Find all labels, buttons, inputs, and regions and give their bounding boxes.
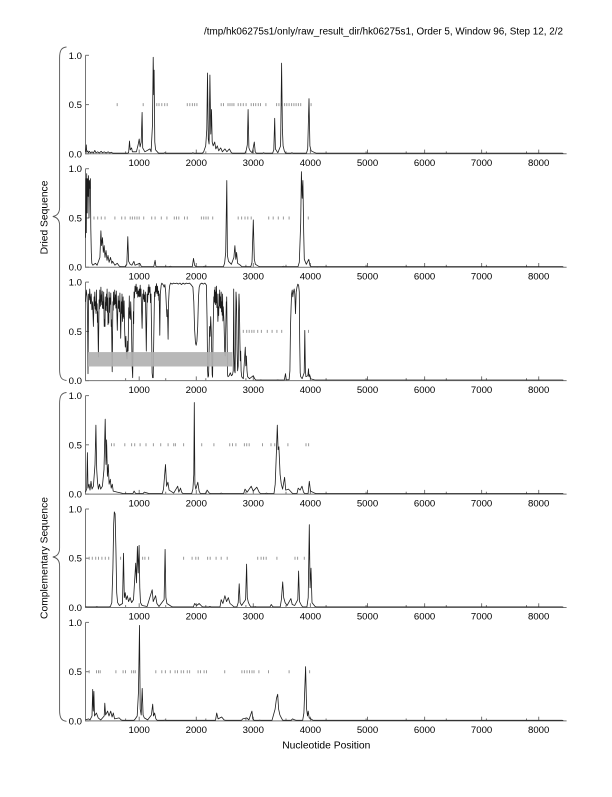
svg-text:6000: 6000 bbox=[414, 271, 435, 282]
svg-text:8000: 8000 bbox=[528, 385, 549, 396]
svg-text:7000: 7000 bbox=[471, 612, 492, 623]
svg-text:2000: 2000 bbox=[186, 612, 207, 623]
svg-text:1.0: 1.0 bbox=[69, 618, 82, 629]
svg-text:5000: 5000 bbox=[357, 158, 378, 169]
svg-text:1000: 1000 bbox=[129, 498, 150, 509]
svg-text:3000: 3000 bbox=[243, 725, 264, 736]
svg-text:5000: 5000 bbox=[357, 498, 378, 509]
svg-text:3000: 3000 bbox=[243, 498, 264, 509]
svg-text:1000: 1000 bbox=[129, 725, 150, 736]
svg-text:8000: 8000 bbox=[528, 725, 549, 736]
svg-text:6000: 6000 bbox=[414, 158, 435, 169]
svg-text:0.0: 0.0 bbox=[69, 149, 82, 160]
svg-text:7000: 7000 bbox=[471, 498, 492, 509]
svg-text:2000: 2000 bbox=[186, 498, 207, 509]
svg-text:6000: 6000 bbox=[414, 612, 435, 623]
svg-text:Complementary Sequence: Complementary Sequence bbox=[39, 497, 50, 619]
svg-text:0.5: 0.5 bbox=[69, 667, 82, 678]
svg-text:1.0: 1.0 bbox=[69, 505, 82, 516]
svg-text:8000: 8000 bbox=[528, 498, 549, 509]
svg-text:6000: 6000 bbox=[414, 385, 435, 396]
svg-text:2000: 2000 bbox=[186, 271, 207, 282]
svg-text:1000: 1000 bbox=[129, 385, 150, 396]
svg-text:6000: 6000 bbox=[414, 725, 435, 736]
svg-text:0.5: 0.5 bbox=[69, 327, 82, 338]
svg-text:1.0: 1.0 bbox=[69, 391, 82, 402]
svg-text:/tmp/hk06275s1/only/raw_result: /tmp/hk06275s1/only/raw_result_dir/hk062… bbox=[204, 27, 563, 38]
svg-text:1000: 1000 bbox=[129, 158, 150, 169]
svg-text:7000: 7000 bbox=[471, 385, 492, 396]
svg-text:4000: 4000 bbox=[300, 271, 321, 282]
svg-text:3000: 3000 bbox=[243, 271, 264, 282]
svg-text:8000: 8000 bbox=[528, 158, 549, 169]
svg-text:0.0: 0.0 bbox=[69, 376, 82, 387]
svg-text:2000: 2000 bbox=[186, 385, 207, 396]
svg-text:0.0: 0.0 bbox=[69, 603, 82, 614]
svg-text:1.0: 1.0 bbox=[69, 51, 82, 62]
svg-text:1.0: 1.0 bbox=[69, 278, 82, 289]
svg-text:0.0: 0.0 bbox=[69, 490, 82, 501]
svg-text:6000: 6000 bbox=[414, 498, 435, 509]
svg-text:1000: 1000 bbox=[129, 271, 150, 282]
svg-text:4000: 4000 bbox=[300, 725, 321, 736]
svg-text:0.0: 0.0 bbox=[69, 716, 82, 727]
svg-text:0.5: 0.5 bbox=[69, 440, 82, 451]
svg-text:0.5: 0.5 bbox=[69, 214, 82, 225]
svg-text:1.0: 1.0 bbox=[69, 164, 82, 175]
svg-text:5000: 5000 bbox=[357, 271, 378, 282]
svg-text:4000: 4000 bbox=[300, 498, 321, 509]
svg-text:8000: 8000 bbox=[528, 271, 549, 282]
svg-text:Dried Sequence: Dried Sequence bbox=[39, 180, 50, 254]
svg-text:0.5: 0.5 bbox=[69, 100, 82, 111]
svg-text:0.0: 0.0 bbox=[69, 263, 82, 274]
svg-text:5000: 5000 bbox=[357, 385, 378, 396]
svg-text:5000: 5000 bbox=[357, 725, 378, 736]
svg-text:0.5: 0.5 bbox=[69, 554, 82, 565]
svg-text:7000: 7000 bbox=[471, 725, 492, 736]
svg-text:2000: 2000 bbox=[186, 158, 207, 169]
svg-text:4000: 4000 bbox=[300, 612, 321, 623]
svg-text:8000: 8000 bbox=[528, 612, 549, 623]
svg-text:4000: 4000 bbox=[300, 158, 321, 169]
svg-text:3000: 3000 bbox=[243, 612, 264, 623]
svg-text:2000: 2000 bbox=[186, 725, 207, 736]
svg-text:1000: 1000 bbox=[129, 612, 150, 623]
svg-text:Nucleotide Position: Nucleotide Position bbox=[282, 740, 370, 751]
svg-text:7000: 7000 bbox=[471, 271, 492, 282]
svg-text:4000: 4000 bbox=[300, 385, 321, 396]
svg-text:3000: 3000 bbox=[243, 158, 264, 169]
svg-text:5000: 5000 bbox=[357, 612, 378, 623]
svg-text:3000: 3000 bbox=[243, 385, 264, 396]
svg-text:7000: 7000 bbox=[471, 158, 492, 169]
